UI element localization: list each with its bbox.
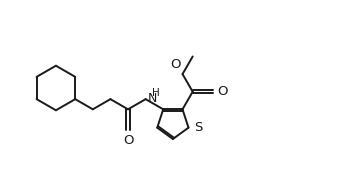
Text: O: O: [171, 58, 181, 71]
Text: S: S: [194, 121, 202, 134]
Text: N: N: [147, 92, 156, 105]
Text: O: O: [217, 85, 227, 98]
Text: H: H: [151, 88, 159, 98]
Text: O: O: [123, 134, 133, 147]
